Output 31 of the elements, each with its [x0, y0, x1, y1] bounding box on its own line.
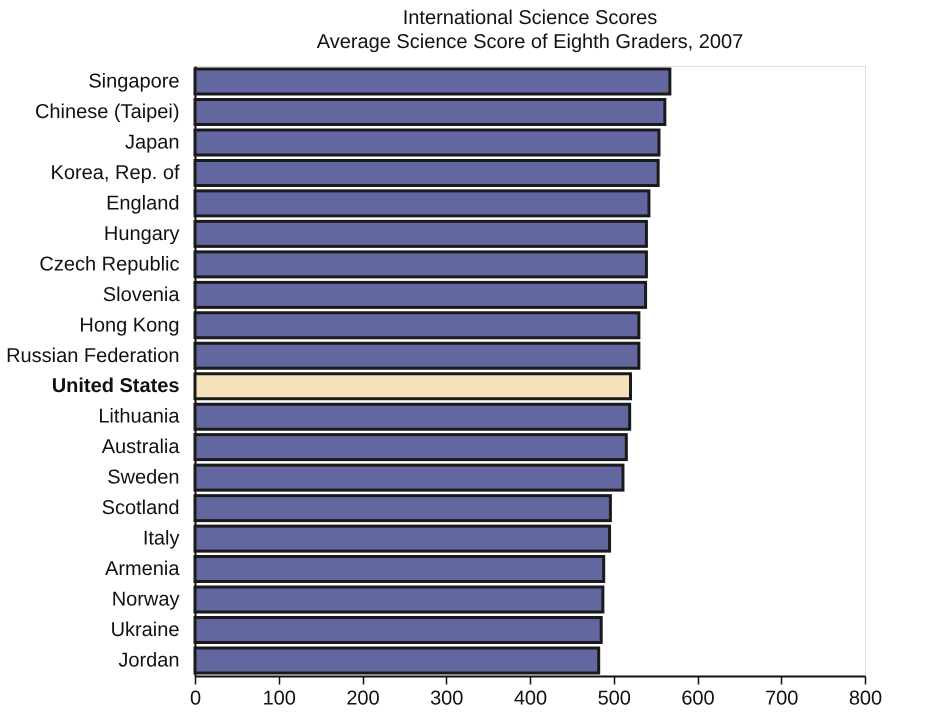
y-tick-label: Singapore — [88, 70, 180, 93]
x-tick-label: 300 — [430, 688, 464, 710]
y-tick-label: Japan — [125, 131, 180, 154]
y-tick-label: Armenia — [105, 558, 180, 580]
x-tick-label: 200 — [346, 688, 380, 710]
x-tick-label: 500 — [598, 688, 631, 710]
y-tick-label: Korea, Rep. of — [50, 162, 180, 184]
y-tick-label: Hungary — [104, 222, 180, 245]
y-tick-label: Ukraine — [110, 618, 180, 641]
x-tick-label: 600 — [681, 688, 715, 710]
x-tick-label: 400 — [514, 688, 548, 710]
y-tick-label: Australia — [102, 436, 180, 458]
y-tick-label: United States — [52, 375, 180, 398]
x-tick-label: 100 — [262, 688, 296, 710]
chart-subtitle: Average Science Score of Eighth Graders, 2007 — [316, 31, 744, 53]
y-tick-label: Hong Kong — [79, 314, 180, 336]
y-tick-label: Norway — [112, 588, 180, 611]
y-tick-label: Chinese (Taipei) — [34, 101, 180, 124]
x-tick-label: 800 — [848, 688, 882, 710]
x-tick-label: 0 — [190, 688, 202, 710]
y-tick-label: Russian Federation — [6, 344, 180, 367]
y-tick-label: Italy — [142, 528, 180, 550]
y-tick-label: Scotland — [102, 497, 180, 520]
y-tick-label: England — [106, 192, 180, 214]
chart-title: International Science Scores — [402, 7, 658, 29]
y-tick-label: Jordan — [118, 649, 180, 672]
y-tick-label: Lithuania — [98, 406, 180, 428]
y-tick-label: Sweden — [107, 466, 180, 489]
y-tick-label: Slovenia — [102, 284, 180, 306]
x-tick-label: 700 — [765, 688, 798, 710]
y-tick-label: Czech Republic — [39, 253, 180, 276]
